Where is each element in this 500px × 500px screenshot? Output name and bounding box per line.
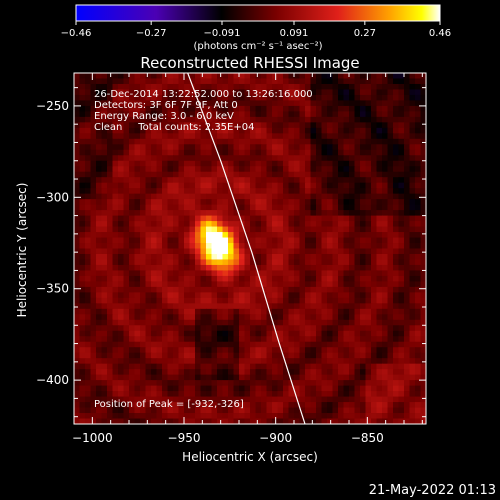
info-clean-total-counts: Clean Total counts: 2.35E+04 <box>94 122 254 133</box>
y-tick-label: −250 <box>36 99 69 113</box>
info-energy-range: Energy Range: 3.0 - 6.0 keV <box>94 111 234 122</box>
y-tick-label: −300 <box>36 190 69 204</box>
colorbar-tick-label: −0.091 <box>203 28 240 39</box>
chart-title: Reconstructed RHESSI Image <box>140 54 359 72</box>
x-tick-label: −1000 <box>72 431 113 445</box>
heatmap-image <box>74 73 426 424</box>
x-axis-label: Heliocentric X (arcsec) <box>182 450 318 464</box>
y-axis-label: Heliocentric Y (arcsec) <box>15 183 29 318</box>
x-tick-label: −950 <box>168 431 201 445</box>
peak-position-label: Position of Peak = [-932,-326] <box>94 399 244 410</box>
colorbar-tick-label: −0.27 <box>136 28 167 39</box>
plot-frame <box>73 72 427 425</box>
info-detectors: Detectors: 3F 6F 7F 9F, Att 0 <box>94 100 238 111</box>
solar-limb-line <box>187 73 306 424</box>
colorbar-tick-label: 0.27 <box>354 28 376 39</box>
colorbar-ticks: −0.46 −0.27 −0.091 0.091 0.27 0.46 <box>61 21 451 39</box>
colorbar <box>75 4 441 22</box>
colorbar-tick-label: 0.46 <box>429 28 451 39</box>
colorbar-tick-label: 0.091 <box>280 28 309 39</box>
x-tick-label: −900 <box>259 431 292 445</box>
info-time-range: 26-Dec-2014 13:22:52.000 to 13:26:16.000 <box>94 89 313 100</box>
colorbar-unit-label: (photons cm⁻² s⁻¹ asec⁻²) <box>193 41 322 52</box>
x-tick-label: −850 <box>351 431 384 445</box>
y-tick-label: −350 <box>36 282 69 296</box>
colorbar-tick-label: −0.46 <box>61 28 92 39</box>
axis-ticks: −1000 −950 −900 −850 −250 −300 −350 −400 <box>36 73 426 445</box>
footer-timestamp: 21-May-2022 01:13 <box>369 483 496 498</box>
y-tick-label: −400 <box>36 373 69 387</box>
observation-info: 26-Dec-2014 13:22:52.000 to 13:26:16.000… <box>94 89 313 133</box>
